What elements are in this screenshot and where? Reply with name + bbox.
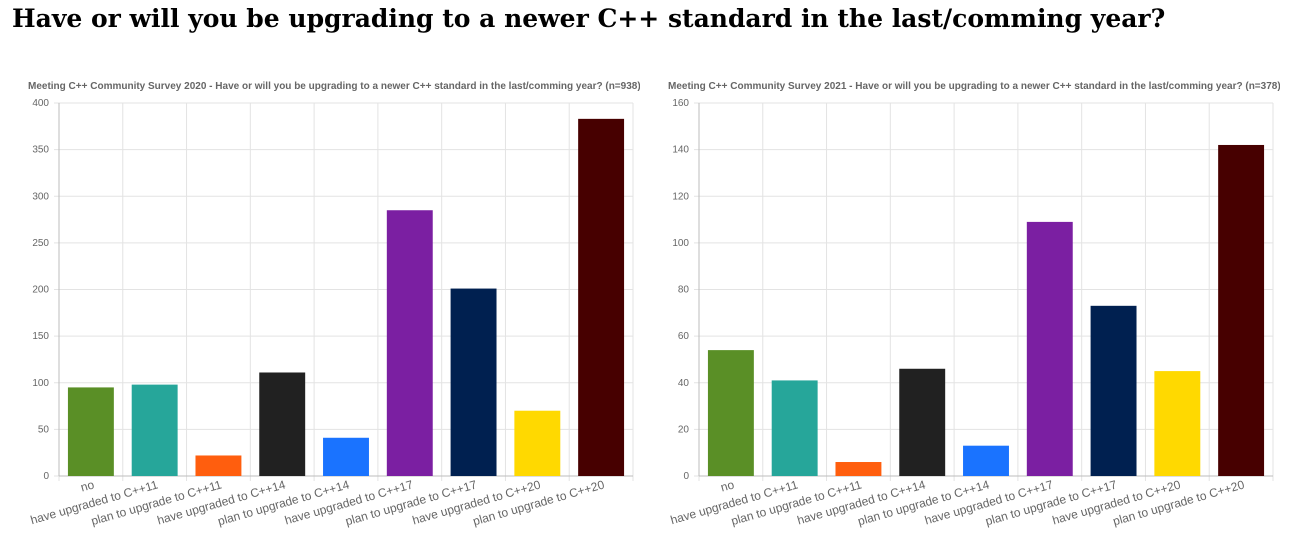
bar <box>1026 221 1073 476</box>
y-tick-label: 50 <box>38 424 50 435</box>
y-tick-label: 0 <box>43 471 49 482</box>
y-tick-label: 250 <box>32 238 49 249</box>
bar <box>835 462 882 476</box>
y-tick-label: 80 <box>678 285 690 296</box>
bar <box>323 437 369 476</box>
bar <box>578 118 625 476</box>
chart-title: Meeting C++ Community Survey 2021 - Have… <box>668 81 1280 92</box>
bar <box>1090 305 1137 476</box>
x-tick-label: no <box>719 477 736 494</box>
bar <box>514 410 561 476</box>
y-tick-label: 300 <box>32 191 49 202</box>
chart-2020-svg: Meeting C++ Community Survey 2020 - Have… <box>28 81 640 528</box>
y-tick-label: 100 <box>32 378 49 389</box>
y-tick-label: 160 <box>672 98 689 109</box>
bar <box>1218 144 1265 476</box>
y-tick-label: 140 <box>672 145 689 156</box>
y-tick-label: 350 <box>32 145 49 156</box>
y-tick-label: 120 <box>672 191 689 202</box>
y-tick-label: 60 <box>678 331 690 342</box>
chart-2021: Meeting C++ Community Survey 2021 - Have… <box>640 76 1280 556</box>
x-tick-label: no <box>79 477 96 494</box>
bar <box>963 445 1009 476</box>
y-tick-label: 100 <box>672 238 689 249</box>
bar <box>131 384 178 476</box>
bar <box>1154 371 1201 476</box>
chart-title: Meeting C++ Community Survey 2020 - Have… <box>28 81 640 92</box>
page-title: Have or will you be upgrading to a newer… <box>12 4 1166 33</box>
chart-2020: Meeting C++ Community Survey 2020 - Have… <box>0 76 640 556</box>
gridlines <box>54 102 634 481</box>
bar <box>67 387 114 476</box>
bar <box>195 455 242 476</box>
bar <box>386 210 433 477</box>
chart-2021-svg: Meeting C++ Community Survey 2021 - Have… <box>668 81 1280 528</box>
bar <box>450 288 497 476</box>
bar <box>771 380 818 476</box>
y-tick-label: 20 <box>678 424 690 435</box>
y-tick-label: 200 <box>32 285 49 296</box>
bar <box>707 350 754 476</box>
y-tick-label: 150 <box>32 331 49 342</box>
y-tick-label: 400 <box>32 98 49 109</box>
y-tick-label: 40 <box>678 378 690 389</box>
bar <box>259 372 306 476</box>
bar <box>899 368 946 476</box>
y-tick-label: 0 <box>683 471 689 482</box>
